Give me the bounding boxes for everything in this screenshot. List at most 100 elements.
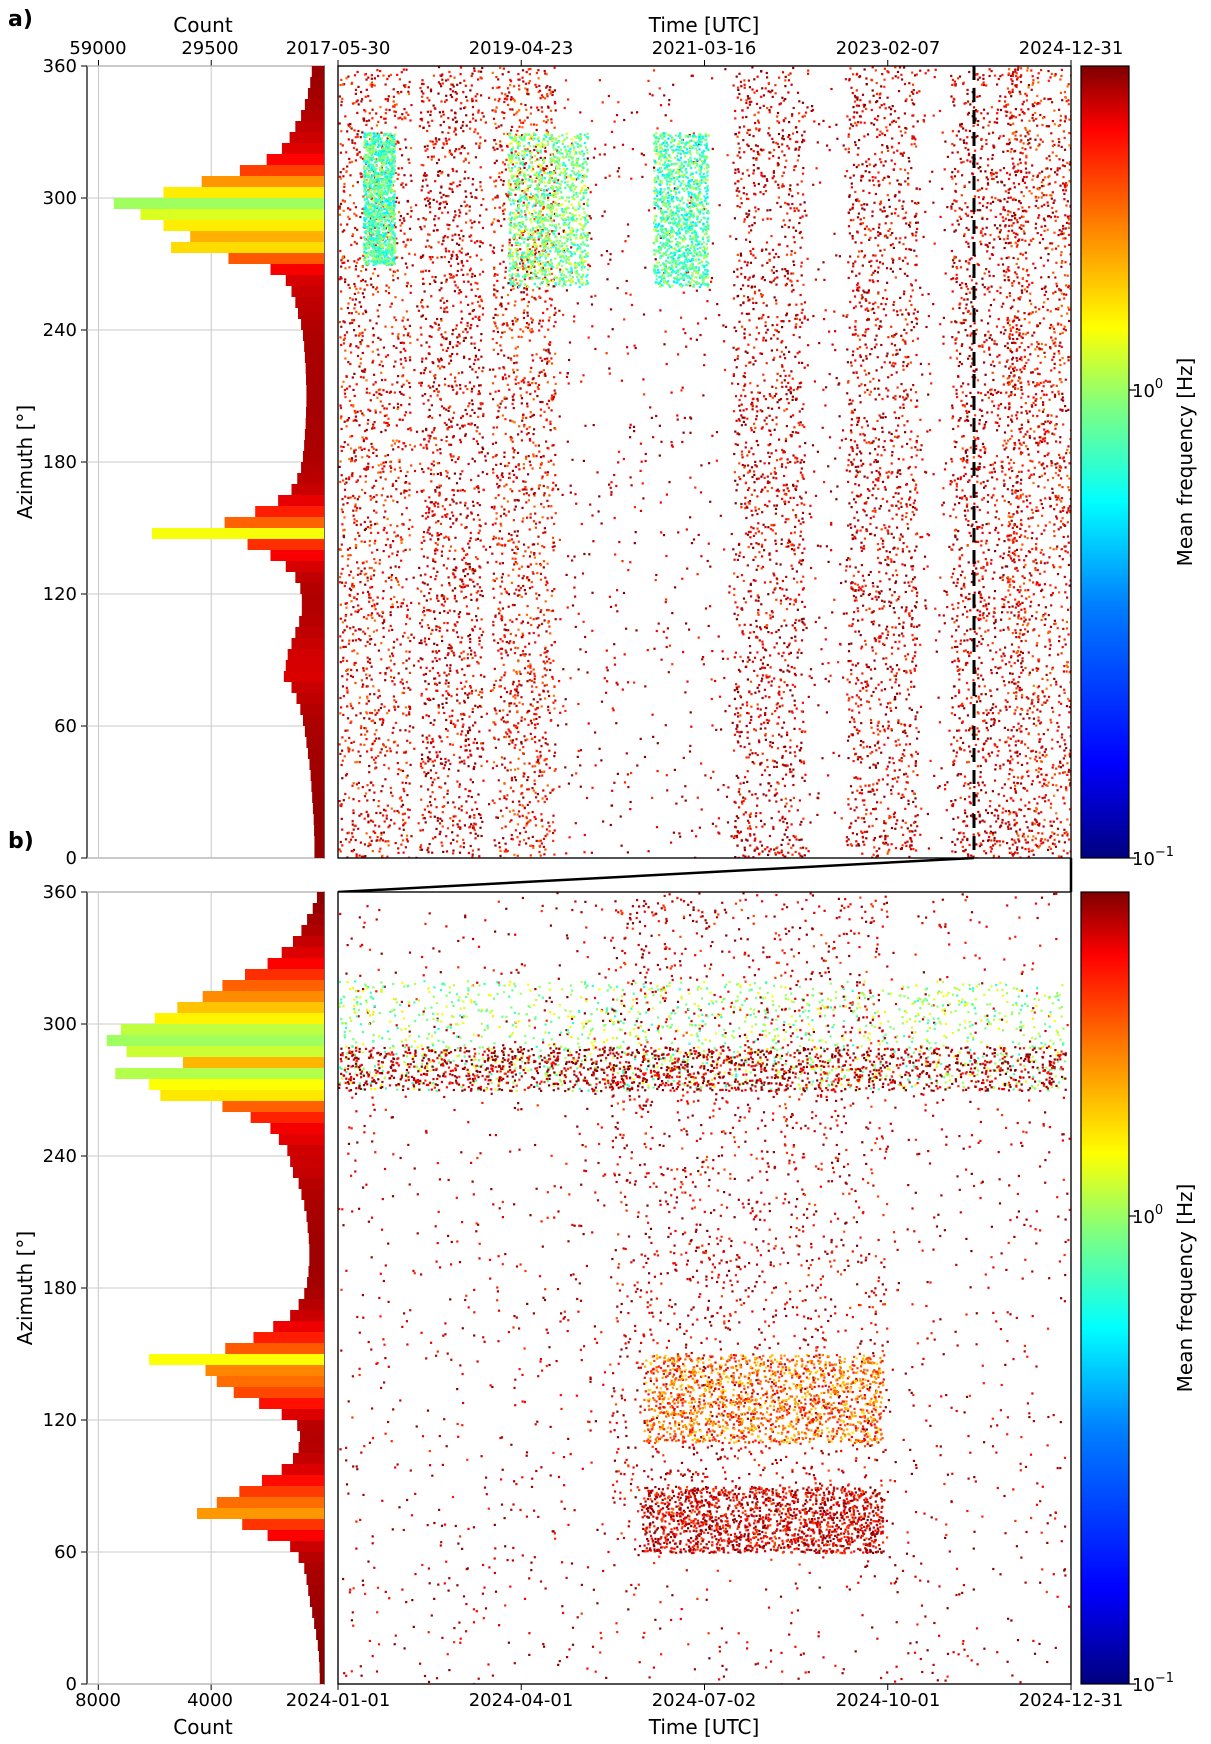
scatter-point [610, 130, 614, 133]
scatter-point [396, 580, 400, 583]
scatter-point [383, 227, 386, 230]
scatter-point [565, 375, 569, 378]
scatter-point [613, 516, 616, 520]
scatter-point [732, 346, 735, 349]
scatter-point [884, 160, 887, 163]
scatter-point [530, 233, 533, 237]
scatter-point [387, 648, 390, 651]
scatter-point [352, 509, 355, 512]
scatter-point [1027, 380, 1030, 383]
scatter-point [524, 103, 527, 107]
scatter-point [393, 683, 396, 686]
scatter-point [366, 526, 370, 529]
scatter-point [874, 192, 877, 196]
scatter-point [840, 581, 843, 585]
scatter-point [814, 620, 817, 624]
scatter-point [448, 187, 451, 190]
scatter-point [381, 785, 384, 788]
scatter-point [379, 151, 382, 154]
scatter-point [386, 172, 389, 175]
scatter-point [380, 131, 383, 134]
scatter-point [742, 813, 745, 816]
scatter-point [720, 728, 723, 731]
scatter-point [354, 544, 358, 547]
scatter-point [388, 240, 391, 243]
scatter-point [373, 603, 376, 606]
scatter-point [371, 820, 375, 823]
scatter-point [389, 243, 392, 246]
scatter-point [717, 788, 720, 791]
scatter-point [551, 93, 554, 97]
scatter-point [409, 215, 412, 218]
scatter-point [470, 619, 474, 622]
scatter-point [384, 754, 387, 757]
scatter-point [1058, 344, 1061, 347]
scatter-point [697, 322, 700, 325]
scatter-point [346, 729, 349, 732]
scatter-point [366, 590, 370, 593]
scatter-point [712, 770, 715, 773]
scatter-point [339, 646, 342, 649]
scatter-point [897, 417, 900, 420]
scatter-point [811, 108, 815, 112]
scatter-point [566, 606, 569, 609]
scatter-point [383, 151, 386, 154]
scatter-point [902, 217, 905, 220]
scatter-point [938, 785, 941, 788]
scatter-point [744, 665, 747, 669]
scatter-point [1001, 811, 1004, 814]
scatter-point [382, 234, 385, 237]
scatter-point [838, 382, 841, 385]
scatter-point [610, 493, 613, 496]
scatter-point [565, 289, 568, 292]
scatter-point [543, 651, 546, 654]
scatter-point [376, 193, 379, 197]
scatter-point [562, 668, 565, 671]
scatter-point [370, 165, 373, 168]
scatter-point [351, 160, 354, 163]
scatter-point [969, 727, 972, 730]
scatter-point [353, 449, 356, 452]
scatter-point [659, 309, 662, 312]
histogram-bar [310, 77, 324, 88]
scatter-point [365, 810, 368, 813]
scatter-point [346, 678, 349, 681]
scatter-point [363, 156, 366, 159]
scatter-point [394, 296, 397, 299]
scatter-point [373, 206, 376, 209]
scatter-point [874, 163, 877, 166]
scatter-point [817, 797, 820, 800]
scatter-point [655, 629, 658, 633]
scatter-point [890, 222, 893, 225]
scatter-point [381, 839, 384, 842]
scatter-point [966, 113, 970, 116]
scatter-point [944, 140, 947, 143]
scatter-point [370, 239, 373, 242]
scatter-point [347, 554, 350, 557]
scatter-point [372, 599, 375, 602]
scatter-point [341, 230, 344, 233]
scatter-point [1060, 145, 1063, 148]
scatter-point [941, 504, 944, 507]
scatter-point [357, 750, 360, 753]
scatter-point [393, 246, 396, 250]
scatter-point [830, 87, 833, 91]
scatter-point [344, 619, 347, 622]
scatter-point [429, 211, 432, 214]
scatter-point [369, 244, 372, 247]
scatter-point [392, 210, 395, 213]
scatter-point [610, 804, 614, 807]
scatter-point [367, 173, 370, 176]
scatter-point [363, 717, 366, 720]
scatter-point [346, 259, 350, 262]
scatter-point [401, 256, 404, 260]
scatter-point [675, 802, 678, 805]
scatter-point [343, 420, 346, 423]
scatter-point [351, 234, 354, 238]
scatter-point [346, 306, 349, 310]
histogram-bar [224, 517, 324, 528]
scatter-point [368, 642, 371, 645]
scatter-point [377, 336, 380, 339]
scatter-point [747, 284, 750, 288]
scatter-point [368, 212, 371, 215]
